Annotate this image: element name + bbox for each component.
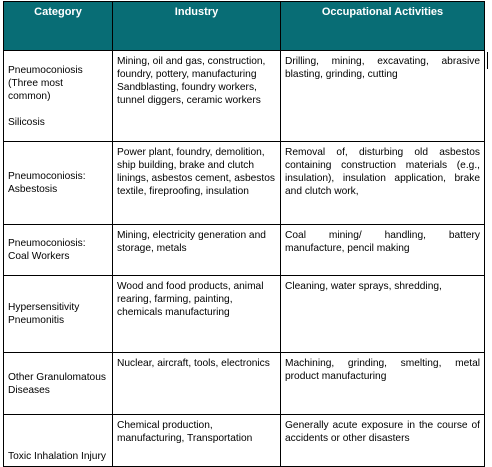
table-row: Pneumoconiosis: Coal Workers Mining, ele… <box>3 224 485 276</box>
category-cell: Toxic Inhalation Injury <box>3 414 113 467</box>
industry-cell: Mining, electricity generation and stora… <box>112 224 281 276</box>
industry-cell: Nuclear, aircraft, tools, electronics <box>112 352 281 415</box>
industry-cell: Mining, oil and gas, construction, found… <box>112 50 281 142</box>
category-cell: Other Granulomatous Diseases <box>3 352 113 415</box>
header-activities: Occupational Activities <box>280 1 485 51</box>
activities-cell: Generally acute exposure in the course o… <box>280 414 485 467</box>
industry-cell: Power plant, foundry, demolition, ship b… <box>112 141 281 225</box>
industry-cell: Chemical production, manufacturing, Tran… <box>112 414 281 467</box>
category-cell: Pneumoconiosis: Asbestosis <box>3 141 113 225</box>
table-row: Toxic Inhalation Injury Chemical product… <box>3 414 485 467</box>
header-category: Category <box>3 1 113 51</box>
category-cell: Hypersensitivity Pneumonitis <box>3 275 113 353</box>
header-row: Category Industry Occupational Activitie… <box>3 1 485 51</box>
table-row: Other Granulomatous Diseases Nuclear, ai… <box>3 352 485 415</box>
category-cell: Pneumoconiosis: Coal Workers <box>3 224 113 276</box>
industry-cell: Wood and food products, animal rearing, … <box>112 275 281 353</box>
category-text: Pneumoconiosis (Three most common) <box>8 64 83 102</box>
table-row: Pneumoconiosis (Three most common) Silic… <box>3 50 485 142</box>
header-industry: Industry <box>112 1 281 51</box>
category-subtext: Silicosis <box>8 116 45 128</box>
table-row: Hypersensitivity Pneumonitis Wood and fo… <box>3 275 485 353</box>
activities-cell: Removal of, disturbing old asbestos cont… <box>280 141 485 225</box>
activities-cell: Drilling, mining, excavating, abrasive b… <box>280 50 485 142</box>
category-cell: Pneumoconiosis (Three most common) Silic… <box>3 50 113 142</box>
activities-cell: Cleaning, water sprays, shredding, <box>280 275 485 353</box>
activities-cell: Machining, grinding, smelting, metal pro… <box>280 352 485 415</box>
activities-cell: Coal mining/ handling, battery manufactu… <box>280 224 485 276</box>
text-cursor-mark <box>487 52 488 69</box>
occupational-lung-disease-table: Category Industry Occupational Activitie… <box>3 1 485 467</box>
table-row: Pneumoconiosis: Asbestosis Power plant, … <box>3 141 485 225</box>
